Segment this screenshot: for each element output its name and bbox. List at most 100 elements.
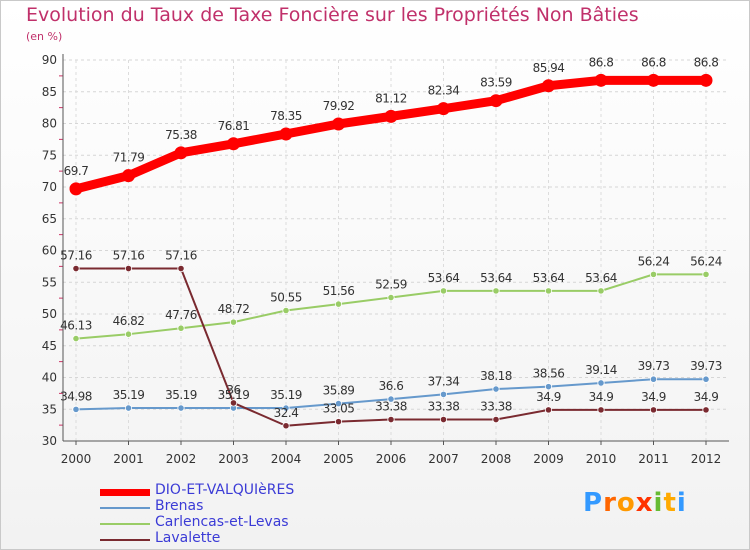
y-tick-label: 75 <box>42 148 57 162</box>
data-point <box>492 287 500 295</box>
data-point <box>174 146 188 160</box>
data-label: 76.81 <box>218 119 250 133</box>
x-tick-label: 2007 <box>428 452 459 466</box>
data-label: 39.73 <box>638 359 670 373</box>
data-label: 34.98 <box>60 389 92 403</box>
data-label: 57.16 <box>113 249 145 263</box>
data-point <box>384 109 398 123</box>
data-point <box>492 415 500 424</box>
y-tick-label: 55 <box>42 275 57 289</box>
axes: 30 35 40 45 50 55 60 65 70 75 80 85 90 2000 2001 2002 20… <box>42 53 729 466</box>
data-point <box>334 418 343 426</box>
data-label: 53.64 <box>428 271 460 285</box>
legend-swatch <box>100 523 150 525</box>
data-label: 53.64 <box>480 271 512 285</box>
data-label: 75.38 <box>165 128 197 142</box>
y-tick-label: 60 <box>42 244 57 258</box>
grid-lines <box>63 59 729 442</box>
logo-letter: i <box>676 488 687 518</box>
data-label: 38.18 <box>480 369 512 383</box>
y-tick-label: 45 <box>42 339 57 353</box>
data-point <box>387 293 395 302</box>
x-tick-label: 2006 <box>376 452 407 466</box>
data-point <box>334 399 343 408</box>
legend-label: Lavalette <box>155 530 221 546</box>
data-label: 37.34 <box>428 374 460 388</box>
logo-letter: r <box>603 488 617 518</box>
data-point <box>177 324 185 332</box>
data-labels: 69.7 71.79 75.38 76.81 78.35 79.92 81.12 82.34 8… <box>60 55 722 419</box>
data-label: 82.34 <box>428 84 460 98</box>
data-point <box>227 137 240 151</box>
legend-label: Carlencas-et-Levas <box>155 514 289 530</box>
data-label: 35.89 <box>323 384 355 398</box>
data-point <box>177 404 185 412</box>
data-label: 57.16 <box>60 249 92 263</box>
data-point <box>282 422 290 430</box>
data-label: 86.8 <box>641 55 666 69</box>
data-point <box>437 102 450 116</box>
y-tick-label: 40 <box>42 371 57 385</box>
logo-letter: i <box>653 488 664 518</box>
y-tick-label: 30 <box>42 434 57 448</box>
data-point <box>122 169 135 183</box>
data-point <box>229 318 238 326</box>
data-point <box>597 379 605 387</box>
data-point <box>544 406 553 414</box>
logo-letter: x <box>635 488 654 518</box>
data-point <box>594 73 608 87</box>
y-tick-label: 70 <box>42 180 57 194</box>
data-label: 32.4 <box>274 406 299 420</box>
data-label: 46.13 <box>60 319 92 333</box>
proxiti-logo: Proxiti <box>583 488 687 518</box>
legend-label: DIO-ET-VALQUIèRES <box>155 482 295 498</box>
data-label: 46.82 <box>113 314 145 328</box>
data-label: 69.7 <box>64 164 89 178</box>
data-point <box>124 404 133 412</box>
data-point <box>439 390 448 398</box>
legend-swatch <box>100 507 150 509</box>
data-label: 39.14 <box>585 363 617 377</box>
data-point <box>544 287 553 295</box>
data-point <box>282 306 290 315</box>
data-label: 51.56 <box>323 284 355 298</box>
x-tick-label: 2010 <box>586 452 617 466</box>
data-label: 36 <box>226 383 240 397</box>
data-label: 78.35 <box>270 109 302 123</box>
data-point <box>72 334 80 343</box>
data-point <box>597 287 605 295</box>
data-label: 33.38 <box>480 400 512 414</box>
x-tick-label: 2009 <box>533 452 564 466</box>
data-label: 52.59 <box>375 278 407 292</box>
data-label: 33.05 <box>323 402 355 416</box>
data-point <box>489 94 503 108</box>
data-label: 35.19 <box>165 388 197 402</box>
data-point <box>387 415 395 424</box>
x-tick-label: 2005 <box>323 452 354 466</box>
data-label: 86.8 <box>589 55 614 69</box>
data-point <box>544 383 553 391</box>
data-label: 71.79 <box>113 151 145 165</box>
data-label: 85.94 <box>533 61 565 75</box>
data-point <box>597 406 605 414</box>
data-point <box>229 399 238 407</box>
data-label: 35.19 <box>270 388 302 402</box>
data-label: 36.6 <box>379 379 404 393</box>
data-point <box>334 300 343 308</box>
data-point <box>177 264 185 273</box>
y-tick-label: 90 <box>42 53 57 67</box>
data-label: 47.76 <box>165 308 197 322</box>
y-tick-label: 35 <box>42 402 57 416</box>
data-point <box>649 270 658 278</box>
data-label: 56.24 <box>690 254 722 268</box>
data-label: 56.24 <box>638 254 670 268</box>
data-label: 39.73 <box>690 359 722 373</box>
x-tick-label: 2001 <box>113 452 144 466</box>
chart-title: Evolution du Taux de Taxe Foncière sur l… <box>26 4 639 26</box>
x-tick-label: 2012 <box>691 452 722 466</box>
data-label: 57.16 <box>165 249 197 263</box>
legend-label: Brenas <box>155 498 204 514</box>
x-tick-label: 2002 <box>166 452 197 466</box>
data-point <box>649 375 658 383</box>
data-point <box>702 375 710 383</box>
